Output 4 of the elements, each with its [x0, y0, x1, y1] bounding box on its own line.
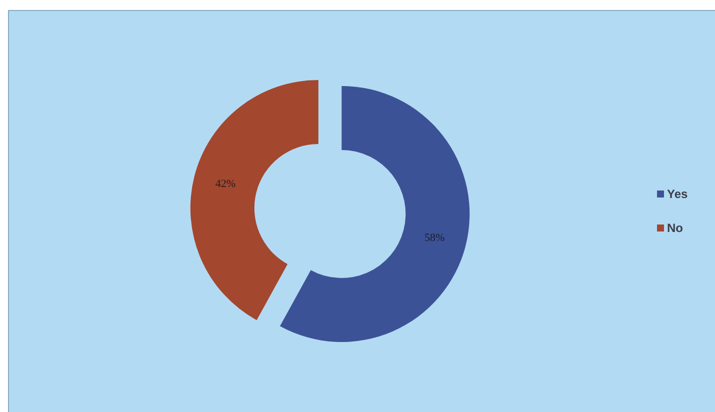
- data-label: 42%: [215, 178, 236, 190]
- legend-label: Yes: [667, 187, 688, 201]
- data-label: 58%: [424, 232, 445, 244]
- legend-label: No: [667, 221, 683, 235]
